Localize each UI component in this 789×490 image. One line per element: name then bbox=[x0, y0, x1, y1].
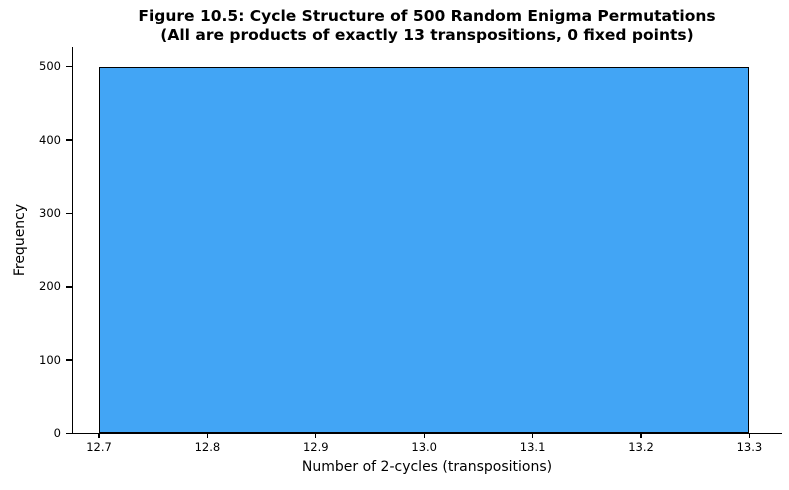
x-tick-label: 13.3 bbox=[736, 439, 763, 454]
y-tick-mark bbox=[65, 212, 72, 215]
y-tick-mark bbox=[65, 286, 72, 288]
x-tick-mark bbox=[531, 432, 534, 438]
x-tick-label: 13.1 bbox=[519, 439, 546, 454]
y-tick-label: 100 bbox=[39, 352, 61, 367]
y-tick-mark bbox=[65, 432, 72, 435]
x-tick-label: 12.7 bbox=[86, 439, 112, 454]
x-tick-mark bbox=[640, 432, 642, 438]
x-tick-label: 12.9 bbox=[302, 439, 329, 454]
histogram-bar bbox=[99, 66, 750, 434]
x-tick-mark bbox=[315, 432, 317, 438]
x-tick-mark bbox=[206, 432, 209, 438]
y-tick-label: 300 bbox=[39, 205, 61, 220]
y-tick-label: 400 bbox=[39, 132, 61, 147]
y-tick-label: 500 bbox=[39, 59, 61, 74]
x-tick-label: 13.2 bbox=[628, 439, 654, 454]
y-axis-label: Frequency bbox=[12, 203, 28, 277]
x-tick-mark bbox=[423, 432, 425, 438]
x-tick-mark bbox=[98, 432, 100, 438]
chart-title-block: Figure 10.5: Cycle Structure of 500 Rand… bbox=[72, 7, 782, 45]
y-tick-mark bbox=[65, 359, 72, 361]
x-tick-label: 13.0 bbox=[411, 439, 437, 454]
x-axis-label: Number of 2-cycles (transpositions) bbox=[301, 459, 553, 475]
y-tick-mark bbox=[65, 66, 72, 68]
chart-subtitle: (All are products of exactly 13 transpos… bbox=[160, 26, 694, 44]
y-tick-label: 0 bbox=[53, 426, 61, 440]
chart-title: Figure 10.5: Cycle Structure of 500 Rand… bbox=[138, 7, 716, 25]
plot-area: 12.7 12.8 12.9 13.0 13.1 13.2 13.3 0 100 200 300 40… bbox=[39, 47, 782, 454]
x-tick-mark bbox=[748, 432, 751, 438]
x-tick-label: 12.8 bbox=[194, 439, 221, 454]
y-tick-mark bbox=[65, 139, 72, 141]
y-tick-label: 200 bbox=[39, 279, 61, 294]
